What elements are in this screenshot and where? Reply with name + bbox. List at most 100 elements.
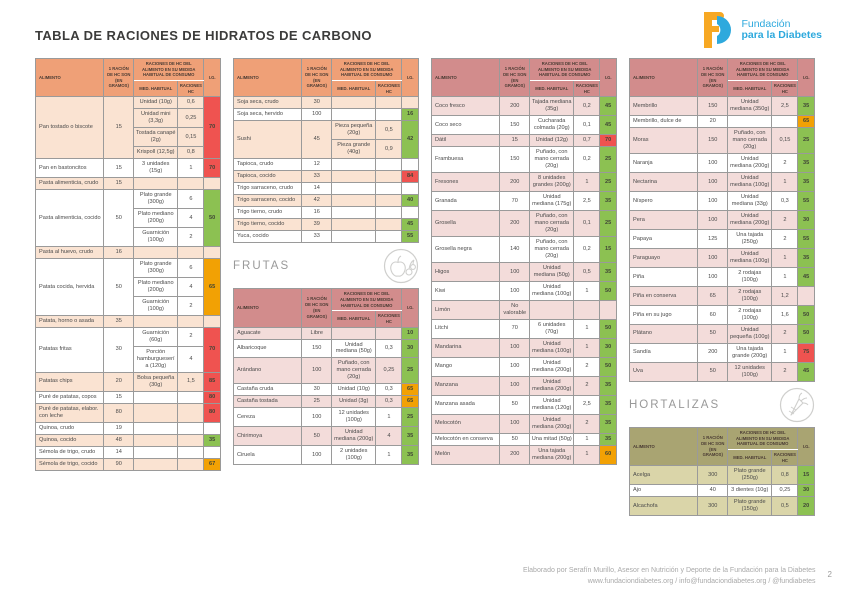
header-med-habitual: MED. HABITUAL	[133, 80, 179, 98]
food-raciones-hc: 2	[771, 361, 799, 382]
food-raciones-hc: 1	[375, 407, 403, 428]
food-racion: 125	[697, 229, 729, 250]
food-medida	[133, 457, 179, 471]
food-racion: 100	[499, 356, 531, 377]
footer-credits: Elaborado por Serafín Murillo, Asesor en…	[523, 566, 816, 587]
food-medida: 6 unidades (70g)	[529, 318, 575, 339]
hortalizas-section-title: HORTALIZAS	[629, 398, 721, 411]
food-row: Castaña tostada 25 Unidad (3g) 0,3 65	[232, 395, 419, 409]
food-ig: 35	[797, 96, 815, 117]
food-row: Aguacate Libre 10	[232, 326, 419, 340]
food-raciones-hc: 2	[177, 227, 205, 248]
food-name: Ciruela	[232, 445, 303, 466]
food-row: Puré de patatas, copos 15 80	[34, 390, 221, 404]
food-racion: 100	[499, 413, 531, 434]
food-name: Níspero	[628, 191, 699, 212]
food-racion: 100	[697, 172, 729, 193]
food-raciones-hc	[177, 457, 205, 471]
food-raciones-hc: 2	[177, 327, 205, 347]
food-ig: 35	[599, 262, 617, 283]
food-name: Castaña tostada	[232, 395, 303, 409]
food-raciones-hc: 2,5	[771, 96, 799, 117]
food-medida: Guarnición (60g)	[133, 327, 179, 347]
food-ig: 50	[599, 356, 617, 377]
food-name: Kiwi	[430, 281, 501, 302]
food-racion: 70	[499, 318, 531, 339]
food-name: Piña en su jugo	[628, 305, 699, 325]
food-racion: 150	[697, 96, 729, 117]
food-raciones-hc	[771, 115, 799, 129]
food-ig: 35	[599, 375, 617, 396]
table-columns: ALIMENTO 1 RACIÓN DE HC SON (EN GRAMOS) RA…	[34, 57, 815, 520]
food-raciones-hc: 1	[573, 281, 601, 302]
food-raciones-hc	[375, 170, 403, 184]
header-med-habitual: MED. HABITUAL	[727, 80, 773, 98]
food-row: Granada 70 Unidad mediana (175g) 2,5 35	[430, 191, 617, 212]
header-racion: 1 RACIÓN DE HC SON (EN GRAMOS)	[103, 57, 135, 98]
header-med-habitual: MED. HABITUAL	[331, 80, 377, 98]
food-racion: 200	[499, 172, 531, 193]
food-raciones-hc: 0,2	[573, 236, 601, 264]
food-row: Patatas chips 20 Bolsa pequeña (30g) 1,5 85	[34, 371, 221, 392]
header-raciones-hc: RACIONES HC	[375, 80, 403, 98]
food-raciones-hc: 0,5	[771, 496, 799, 517]
food-medida: Una tajada grande (200g)	[727, 342, 773, 363]
food-medida: 12 unidades (100g)	[331, 407, 377, 428]
food-ig: 25	[797, 127, 815, 155]
food-raciones-hc	[375, 326, 403, 340]
food-ig: 35	[203, 433, 221, 447]
food-row: Tapioca, crudo 12	[232, 158, 419, 172]
food-raciones-hc: 1	[573, 444, 601, 465]
header-ig: I.G.	[797, 426, 815, 467]
food-row: Melocotón 100 Unidad mediana (200g) 2 35	[430, 413, 617, 434]
food-row: Plato mediano (200g) 4	[36, 277, 221, 298]
food-raciones-hc	[177, 390, 205, 404]
food-row: Trigo tierno, cocido 39 45	[232, 218, 419, 232]
food-racion: 150	[697, 127, 729, 155]
food-racion: 100	[499, 281, 531, 302]
hortalizas-section-header: HORTALIZAS	[629, 387, 815, 422]
food-raciones-hc	[177, 402, 205, 423]
food-raciones-hc: 2,5	[573, 394, 601, 415]
food-medida	[133, 315, 179, 328]
food-raciones-hc: 2	[177, 296, 205, 317]
food-row: Tapioca, cocido 33 84	[232, 170, 419, 184]
food-racion: 30	[301, 383, 333, 397]
food-raciones-hc: 0,3	[771, 191, 799, 212]
food-raciones-hc: 2	[771, 323, 799, 344]
food-row: Plato mediano (200g) 4	[36, 208, 221, 229]
food-name: Quinoa, crudo	[34, 421, 105, 435]
food-medida: Unidad mediana (200g)	[529, 413, 575, 434]
food-row: Ciruela 100 2 unidades (100g) 1 35	[232, 445, 419, 466]
header-racion: 1 RACIÓN DE HC SON (EN GRAMOS)	[499, 57, 531, 98]
food-raciones-hc: 0,15	[771, 127, 799, 155]
food-racion: 100	[697, 210, 729, 231]
food-ig: 65	[203, 258, 221, 317]
food-ig: 45	[797, 267, 815, 288]
food-ig: 55	[797, 229, 815, 250]
header-ig: I.G.	[797, 57, 815, 98]
food-racion: 15	[103, 158, 135, 179]
food-name: Soja seca, hervido	[232, 108, 303, 122]
food-row: Guarnición (100g) 2	[36, 227, 221, 248]
food-medida	[133, 246, 179, 260]
food-ig: 50	[797, 323, 815, 344]
header-ig: I.G.	[401, 288, 419, 328]
food-raciones-hc: 4	[177, 345, 205, 373]
food-raciones-hc: 2	[573, 375, 601, 396]
food-racion: 100	[301, 445, 333, 466]
frutas_col3-table: ALIMENTO 1 RACIÓN DE HC SON (EN GRAMOS) RA…	[430, 57, 617, 465]
food-name: Patatas fritas	[34, 327, 105, 373]
food-ig: 15	[599, 236, 617, 264]
food-ig: 35	[797, 153, 815, 174]
food-raciones-hc: 0,25	[375, 357, 403, 385]
food-ig	[203, 421, 221, 435]
food-medida: Cucharada colmada (20g)	[529, 115, 575, 136]
food-raciones-hc: 6	[177, 258, 205, 279]
food-medida: Plato mediano (200g)	[133, 208, 179, 229]
food-raciones-hc: 2	[771, 210, 799, 231]
food-ig: 70	[203, 327, 221, 373]
food-racion: No valorable	[499, 300, 531, 320]
food-medida	[331, 108, 377, 122]
food-row: Sushi 45 Pieza pequeña (20g) 0,5 42	[232, 120, 419, 160]
